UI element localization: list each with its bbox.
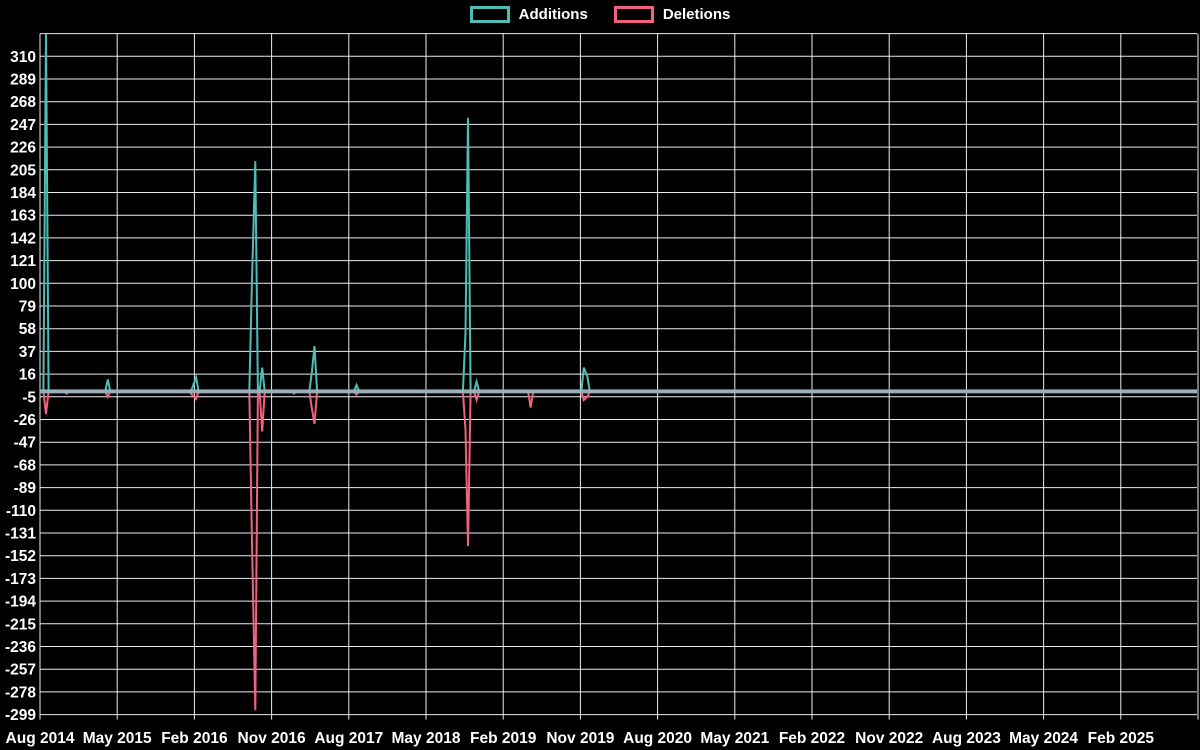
svg-text:-131: -131 bbox=[5, 526, 36, 543]
svg-text:-26: -26 bbox=[14, 412, 37, 429]
svg-text:184: 184 bbox=[10, 185, 36, 202]
y-axis-labels: 310 289 268 247 226 205 184 163 142 121 100 79 58 37 1… bbox=[5, 49, 36, 724]
svg-text:100: 100 bbox=[10, 276, 36, 293]
svg-text:Aug 2014: Aug 2014 bbox=[6, 730, 75, 747]
svg-text:Nov 2022: Nov 2022 bbox=[855, 730, 923, 747]
svg-text:-68: -68 bbox=[14, 457, 37, 474]
gridlines bbox=[39, 33, 1199, 720]
svg-text:Feb 2025: Feb 2025 bbox=[1088, 730, 1155, 747]
svg-text:16: 16 bbox=[19, 367, 37, 384]
legend-item-deletions[interactable]: Deletions bbox=[613, 6, 731, 23]
svg-text:58: 58 bbox=[19, 321, 37, 338]
svg-text:Feb 2022: Feb 2022 bbox=[779, 730, 845, 747]
svg-text:121: 121 bbox=[10, 253, 36, 270]
svg-text:May 2018: May 2018 bbox=[392, 730, 461, 747]
svg-text:Aug 2017: Aug 2017 bbox=[314, 730, 383, 747]
svg-text:-47: -47 bbox=[14, 435, 36, 452]
svg-text:79: 79 bbox=[19, 299, 37, 316]
x-axis-labels: Aug 2014 May 2015 Feb 2016 Nov 2016 Aug 2017… bbox=[6, 730, 1155, 747]
svg-text:Feb 2019: Feb 2019 bbox=[470, 730, 537, 747]
svg-text:310: 310 bbox=[10, 49, 36, 66]
svg-text:-110: -110 bbox=[6, 503, 36, 520]
svg-text:-215: -215 bbox=[5, 616, 36, 633]
svg-text:-5: -5 bbox=[22, 389, 36, 406]
svg-text:May 2015: May 2015 bbox=[83, 730, 152, 747]
svg-text:Aug 2023: Aug 2023 bbox=[932, 730, 1001, 747]
svg-text:Aug 2020: Aug 2020 bbox=[623, 730, 692, 747]
chart-legend: Additions Deletions bbox=[0, 6, 1200, 23]
svg-text:142: 142 bbox=[10, 230, 36, 247]
svg-text:-194: -194 bbox=[5, 594, 36, 611]
svg-text:Feb 2016: Feb 2016 bbox=[161, 730, 228, 747]
svg-text:-236: -236 bbox=[5, 639, 36, 656]
svg-text:268: 268 bbox=[10, 94, 36, 111]
svg-text:205: 205 bbox=[10, 162, 36, 179]
svg-text:Nov 2016: Nov 2016 bbox=[238, 730, 306, 747]
svg-text:163: 163 bbox=[10, 208, 36, 225]
svg-text:226: 226 bbox=[10, 140, 36, 157]
deletions-swatch-icon bbox=[613, 6, 654, 23]
svg-text:May 2024: May 2024 bbox=[1009, 730, 1078, 747]
svg-text:-152: -152 bbox=[5, 548, 36, 565]
deletions-label: Deletions bbox=[662, 6, 731, 23]
svg-text:-173: -173 bbox=[5, 571, 36, 588]
svg-text:-257: -257 bbox=[5, 662, 36, 679]
svg-text:May 2021: May 2021 bbox=[700, 730, 769, 747]
svg-text:247: 247 bbox=[10, 117, 36, 134]
additions-label: Additions bbox=[518, 6, 588, 23]
svg-text:-278: -278 bbox=[5, 684, 36, 701]
legend-item-additions[interactable]: Additions bbox=[469, 6, 588, 23]
additions-line bbox=[40, 33, 1197, 393]
additions-swatch-icon bbox=[469, 6, 510, 23]
svg-text:-299: -299 bbox=[5, 707, 36, 724]
svg-text:289: 289 bbox=[10, 72, 36, 89]
svg-text:-89: -89 bbox=[14, 480, 37, 497]
svg-text:Nov 2019: Nov 2019 bbox=[546, 730, 614, 747]
svg-text:37: 37 bbox=[19, 344, 36, 361]
deletions-line bbox=[40, 390, 1197, 711]
